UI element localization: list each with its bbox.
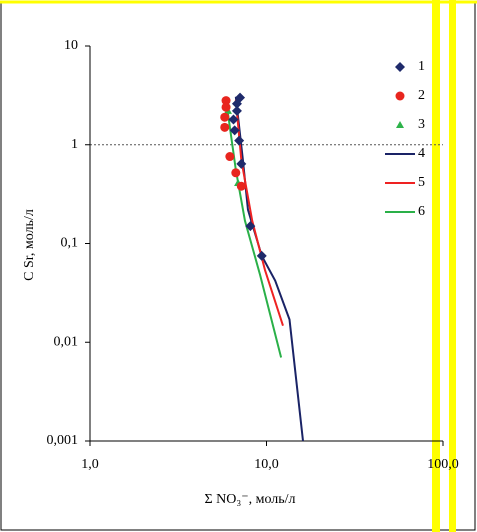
point — [220, 112, 230, 122]
y-axis-label: C Sr, моль/л — [22, 209, 37, 281]
point — [231, 105, 242, 116]
point — [225, 152, 235, 162]
x-axis-label: Σ NO₃⁻, моль/л — [204, 492, 295, 507]
legend-label: 1 — [418, 59, 425, 74]
legend-label: 5 — [418, 175, 425, 190]
point — [220, 122, 230, 132]
legend-swatch — [395, 62, 405, 72]
point — [229, 125, 240, 136]
point — [231, 168, 241, 178]
point — [236, 181, 246, 191]
point — [245, 221, 256, 232]
point — [228, 114, 239, 125]
legend-label: 2 — [418, 88, 425, 103]
decoration — [432, 0, 440, 532]
y-tick-label: 0,1 — [61, 236, 79, 251]
y-tick-label: 10 — [64, 38, 78, 53]
point — [221, 102, 231, 112]
y-tick-label: 0,001 — [47, 433, 79, 448]
y-tick-label: 0,01 — [54, 334, 79, 349]
point — [256, 250, 267, 261]
legend-label: 6 — [418, 204, 425, 219]
decoration — [449, 0, 456, 532]
point — [236, 158, 247, 169]
legend-swatch — [396, 121, 404, 128]
legend-swatch — [395, 91, 405, 101]
x-tick-label: 10,0 — [254, 457, 279, 472]
y-tick-label: 1 — [71, 137, 78, 152]
x-tick-label: 1,0 — [81, 457, 99, 472]
line — [225, 99, 283, 358]
point — [234, 135, 245, 146]
legend-label: 4 — [418, 146, 425, 161]
legend-label: 3 — [418, 117, 425, 132]
point — [231, 98, 242, 109]
x-tick-label: 100,0 — [427, 457, 459, 472]
point — [221, 96, 231, 106]
